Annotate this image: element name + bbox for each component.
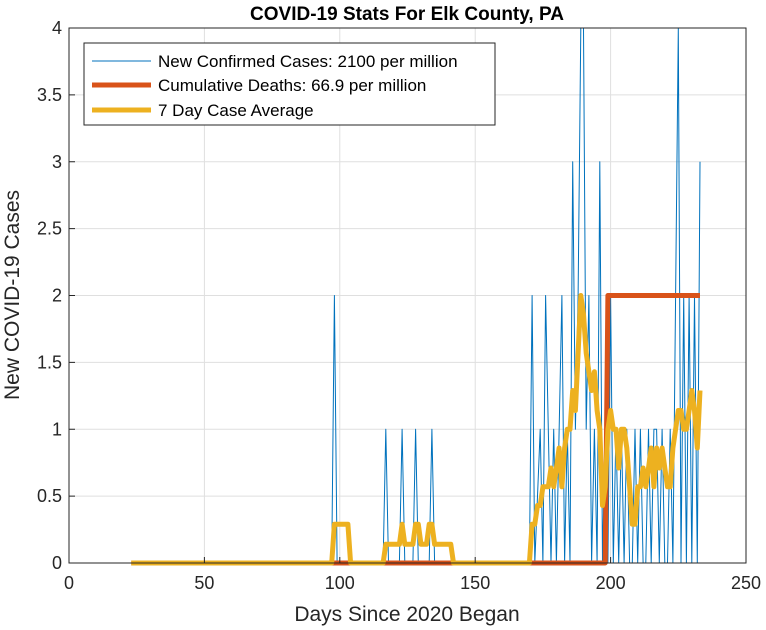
y-tick-label: 0.5 xyxy=(37,486,62,506)
y-tick-label: 0 xyxy=(52,553,62,573)
chart-title: COVID-19 Stats For Elk County, PA xyxy=(250,4,564,25)
x-tick-label: 100 xyxy=(325,573,355,593)
series-line-7-day-average xyxy=(131,293,703,566)
x-tick-label: 50 xyxy=(194,573,214,593)
x-tick-label: 150 xyxy=(460,573,490,593)
legend-label-average: 7 Day Case Average xyxy=(158,101,314,120)
y-axis-label: New COVID-19 Cases xyxy=(1,190,24,400)
ticks: 0 50 100 150 200 250 0 0.5 1 1.5 2 2.5 3 3.5 4 xyxy=(37,18,761,593)
y-tick-label: 1.5 xyxy=(37,352,62,372)
legend-label-cases: New Confirmed Cases: 2100 per million xyxy=(158,52,458,71)
y-tick-label: 2.5 xyxy=(37,219,62,239)
legend: New Confirmed Cases: 2100 per million Cu… xyxy=(83,42,496,126)
x-axis-label: Days Since 2020 Began xyxy=(294,603,519,626)
x-tick-label: 0 xyxy=(64,573,74,593)
x-tick-label: 250 xyxy=(731,573,761,593)
y-tick-label: 2 xyxy=(52,286,62,306)
y-tick-label: 4 xyxy=(52,18,62,38)
legend-label-deaths: Cumulative Deaths: 66.9 per million xyxy=(158,76,426,95)
x-tick-label: 200 xyxy=(596,573,626,593)
y-tick-label: 3.5 xyxy=(37,85,62,105)
y-tick-label: 1 xyxy=(52,419,62,439)
y-tick-label: 3 xyxy=(52,152,62,172)
legend-box xyxy=(83,42,496,126)
